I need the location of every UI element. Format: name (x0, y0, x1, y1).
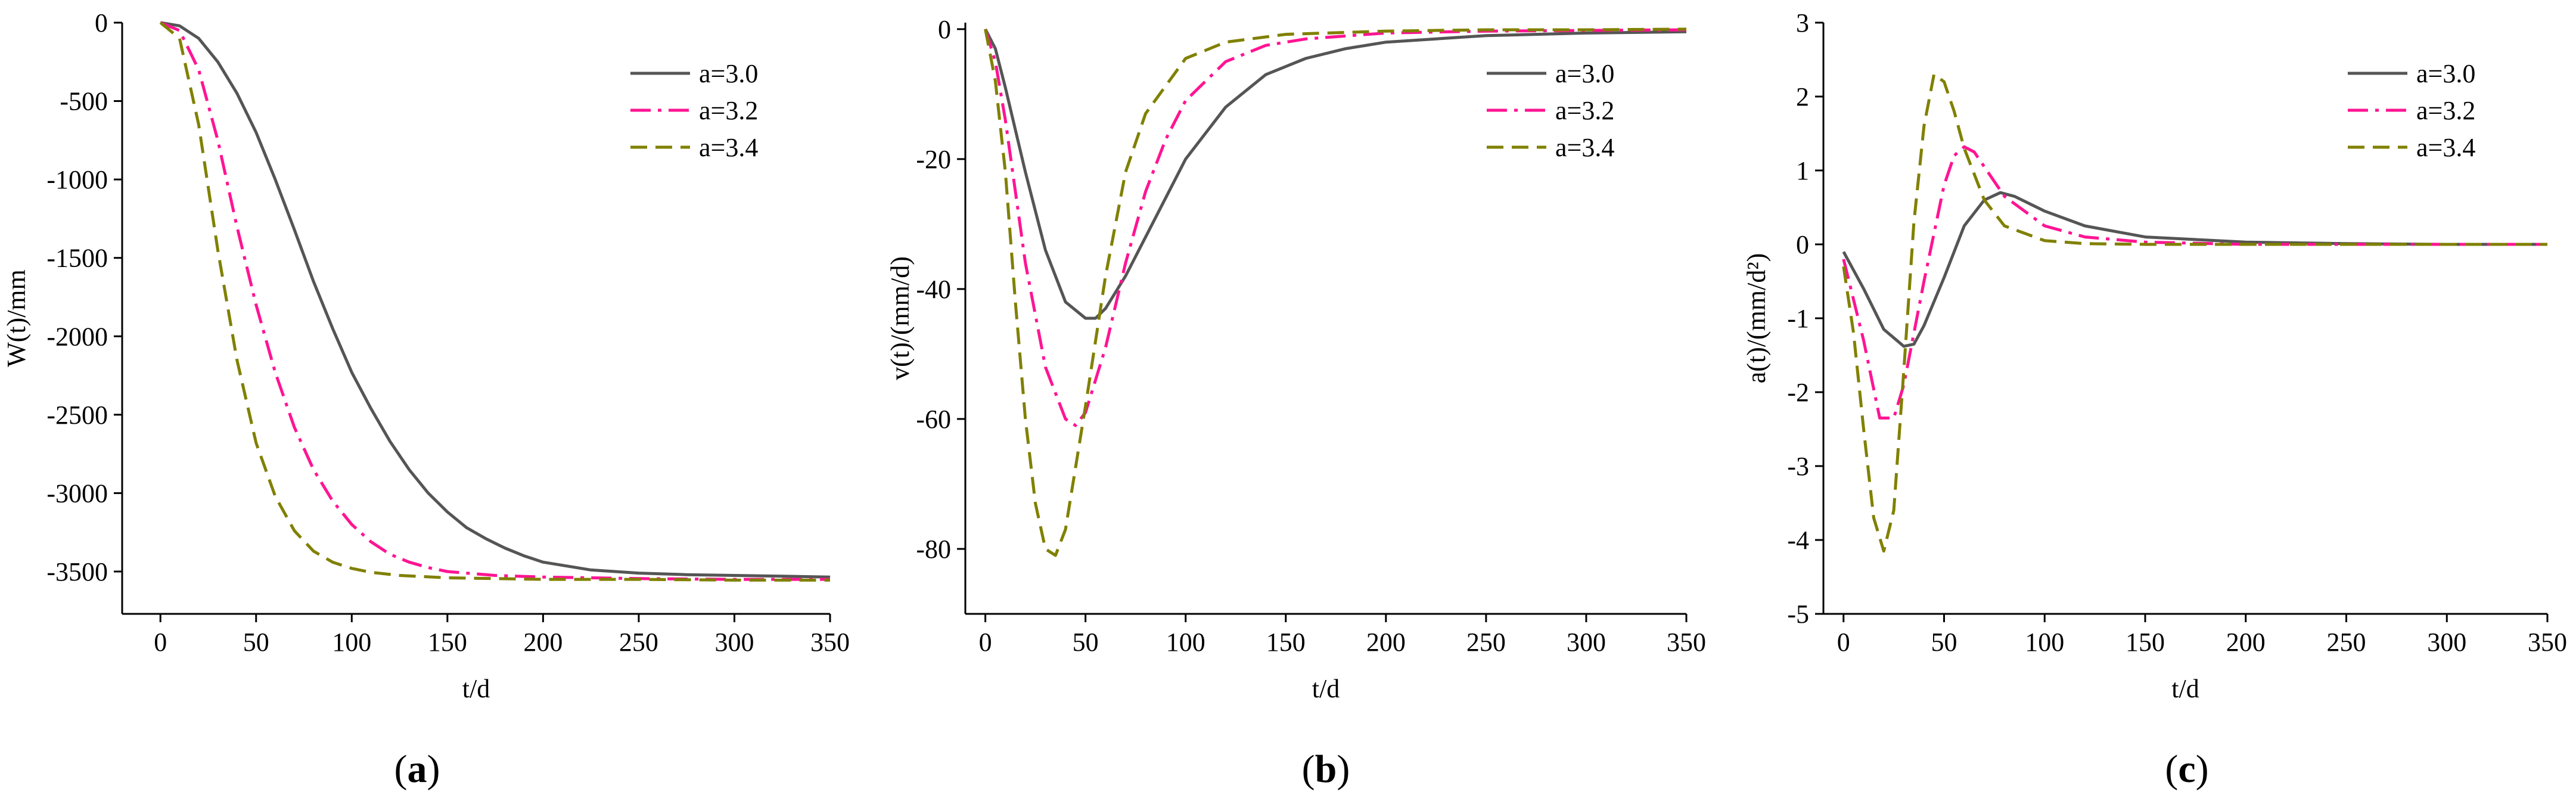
y-tick-label: -3000 (46, 479, 108, 508)
x-tick-label: 100 (2025, 628, 2064, 657)
y-tick-label: -2 (1787, 378, 1809, 407)
series-line-a-3-0 (160, 21, 831, 579)
x-tick-label: 250 (619, 628, 658, 657)
legend-label: a=3.0 (1555, 59, 1614, 88)
legend-label: a=3.2 (2416, 96, 2475, 125)
y-tick-label: -80 (916, 535, 951, 564)
series-line-a-3-4 (984, 27, 1687, 557)
series-line-a-3-2 (160, 21, 830, 581)
y-tick-label: 0 (95, 8, 108, 38)
legend-label: a=3.0 (699, 59, 758, 88)
panel-caption: (b) (1302, 747, 1350, 791)
y-tick-label: 0 (1796, 230, 1809, 259)
legend-label: a=3.2 (1555, 96, 1614, 125)
series-line-a-3-4 (159, 21, 830, 582)
x-tick-label: 150 (2126, 628, 2165, 657)
x-tick-label: 150 (1266, 628, 1306, 657)
x-tick-label: 350 (2528, 628, 2567, 657)
y-tick-label: -4 (1787, 526, 1809, 555)
y-tick-label: 0 (938, 15, 951, 44)
chart-panel-a: 0 50 100 150 200 250 300 350 0 -500 -1000 -1500 -200… (2, 8, 850, 791)
x-tick-label: 50 (243, 628, 269, 657)
x-tick-label: 200 (2226, 628, 2266, 657)
x-tick-label: 0 (1837, 628, 1850, 657)
x-axis-label: t/d (1312, 674, 1340, 703)
series-line-a-3-4 (1842, 73, 2547, 553)
x-tick-label: 100 (1166, 628, 1205, 657)
x-tick-label: 50 (1931, 628, 1957, 657)
y-tick-label: -20 (916, 145, 951, 174)
y-tick-label: -2500 (46, 401, 108, 430)
x-tick-label: 50 (1073, 628, 1099, 657)
x-tick-label: 0 (979, 628, 992, 657)
y-tick-label: -2000 (46, 322, 108, 351)
x-tick-label: 350 (1667, 628, 1706, 657)
x-tick-label: 100 (332, 628, 371, 657)
series-line-a-3-2 (1842, 145, 2547, 420)
y-axis-label: a(t)/(mm/d²) (1742, 253, 1771, 383)
legend-label: a=3.4 (1555, 133, 1614, 162)
x-tick-label: 350 (810, 628, 850, 657)
x-tick-label: 250 (2327, 628, 2366, 657)
y-tick-label: 3 (1796, 8, 1809, 38)
y-tick-label: -1 (1787, 304, 1809, 333)
y-tick-label: -1500 (46, 244, 108, 273)
y-tick-label: -3 (1787, 452, 1809, 481)
y-tick-label: -3500 (46, 557, 108, 586)
x-tick-label: 150 (428, 628, 467, 657)
y-tick-label: 1 (1796, 156, 1809, 185)
x-axis-label: t/d (462, 674, 490, 703)
y-axis-label: v(t)/(mm/d) (885, 256, 915, 380)
series-line-a-3-2 (984, 28, 1687, 427)
x-axis-label: t/d (2171, 674, 2199, 703)
chart-panel-b: 0 50 100 150 200 250 300 350 0 -20 -40 -60 -80 t/d v(t… (885, 15, 1706, 791)
legend-label: a=3.4 (699, 133, 758, 162)
x-tick-label: 200 (523, 628, 563, 657)
x-tick-label: 200 (1366, 628, 1406, 657)
x-tick-label: 0 (154, 628, 167, 657)
y-tick-label: -40 (916, 275, 951, 304)
chart-panel-c: 0 50 100 150 200 250 300 350 3 2 1 0 -1 -2 -3 -4 -5 t/d a(… (1742, 8, 2567, 791)
legend-label: a=3.2 (699, 96, 758, 125)
y-tick-label: -1000 (46, 165, 108, 194)
panel-caption: (c) (2165, 747, 2208, 791)
x-tick-label: 300 (714, 628, 754, 657)
y-tick-label: -60 (916, 405, 951, 434)
y-tick-label: -5 (1787, 600, 1809, 629)
y-axis-label: W(t)/mm (2, 269, 31, 367)
y-tick-label: -500 (60, 87, 108, 116)
y-tick-label: 2 (1796, 82, 1809, 111)
legend-label: a=3.0 (2416, 59, 2475, 88)
x-tick-label: 250 (1466, 628, 1506, 657)
series-line-a-3-0 (984, 28, 1687, 320)
series-line-a-3-0 (1842, 191, 2547, 348)
panel-caption: (a) (394, 747, 440, 791)
x-tick-label: 300 (2427, 628, 2466, 657)
x-tick-label: 300 (1567, 628, 1606, 657)
legend-label: a=3.4 (2416, 133, 2475, 162)
